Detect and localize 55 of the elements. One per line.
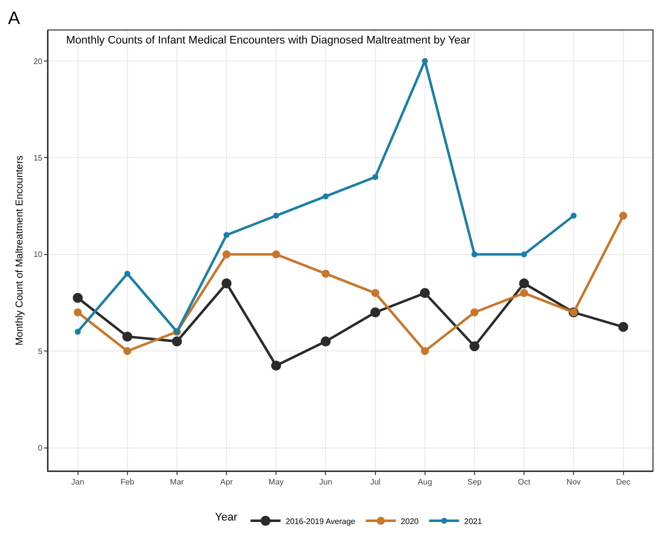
x-tick-label: Aug (418, 478, 432, 487)
point (469, 341, 480, 352)
x-tick-label: Jul (370, 478, 381, 487)
point (521, 251, 528, 258)
point (322, 270, 330, 278)
point (172, 336, 182, 346)
x-tick-label: Apr (220, 478, 234, 487)
x-tick-label: Feb (120, 478, 135, 487)
x-tick-label: Dec (616, 478, 630, 487)
point (74, 308, 82, 316)
point (222, 250, 231, 258)
point (422, 58, 428, 64)
chart-title: Monthly Counts of Infant Medical Encounters with Diagnosed Maltreatment by Year (66, 34, 471, 47)
legend-label: 2021 (464, 516, 482, 526)
text: A (8, 8, 20, 28)
point (420, 288, 430, 298)
y-tick-label: 0 (38, 444, 43, 453)
point (520, 289, 528, 298)
legend-label: 2020 (400, 516, 420, 526)
x-tick-label: Jun (319, 478, 332, 487)
x-tick-label: Nov (566, 478, 581, 487)
point (271, 360, 282, 371)
x-tick-label: Sep (467, 478, 482, 487)
point (72, 292, 83, 303)
point (619, 212, 628, 220)
point (519, 278, 530, 288)
point (471, 251, 478, 258)
y-tick-label: 5 (38, 346, 43, 356)
legend-title: Year (215, 512, 238, 524)
y-tick-label: 20 (33, 56, 43, 66)
y-tick-label: 15 (33, 153, 43, 162)
point (123, 347, 132, 356)
point (570, 212, 577, 219)
point (74, 328, 81, 335)
x-tick-label: Mar (170, 478, 184, 487)
point (420, 347, 429, 356)
x-tick-label: Jan (71, 478, 84, 487)
point (272, 250, 280, 258)
legend-label: 2016-2019 Average (286, 516, 356, 526)
point (122, 332, 132, 342)
point (222, 278, 232, 288)
x-tick-label: May (268, 478, 284, 487)
point (372, 174, 378, 180)
y-axis-title: Monthly Count of Maltreatment Encounters (14, 155, 26, 346)
point (322, 193, 329, 200)
point (470, 308, 478, 316)
x-tick-label: Oct (518, 478, 532, 487)
point (224, 232, 230, 238)
point (370, 307, 380, 318)
point (371, 289, 380, 298)
y-tick-label: 10 (33, 250, 43, 260)
point (273, 212, 280, 219)
point (320, 336, 331, 346)
point (124, 270, 130, 277)
point (618, 322, 628, 332)
